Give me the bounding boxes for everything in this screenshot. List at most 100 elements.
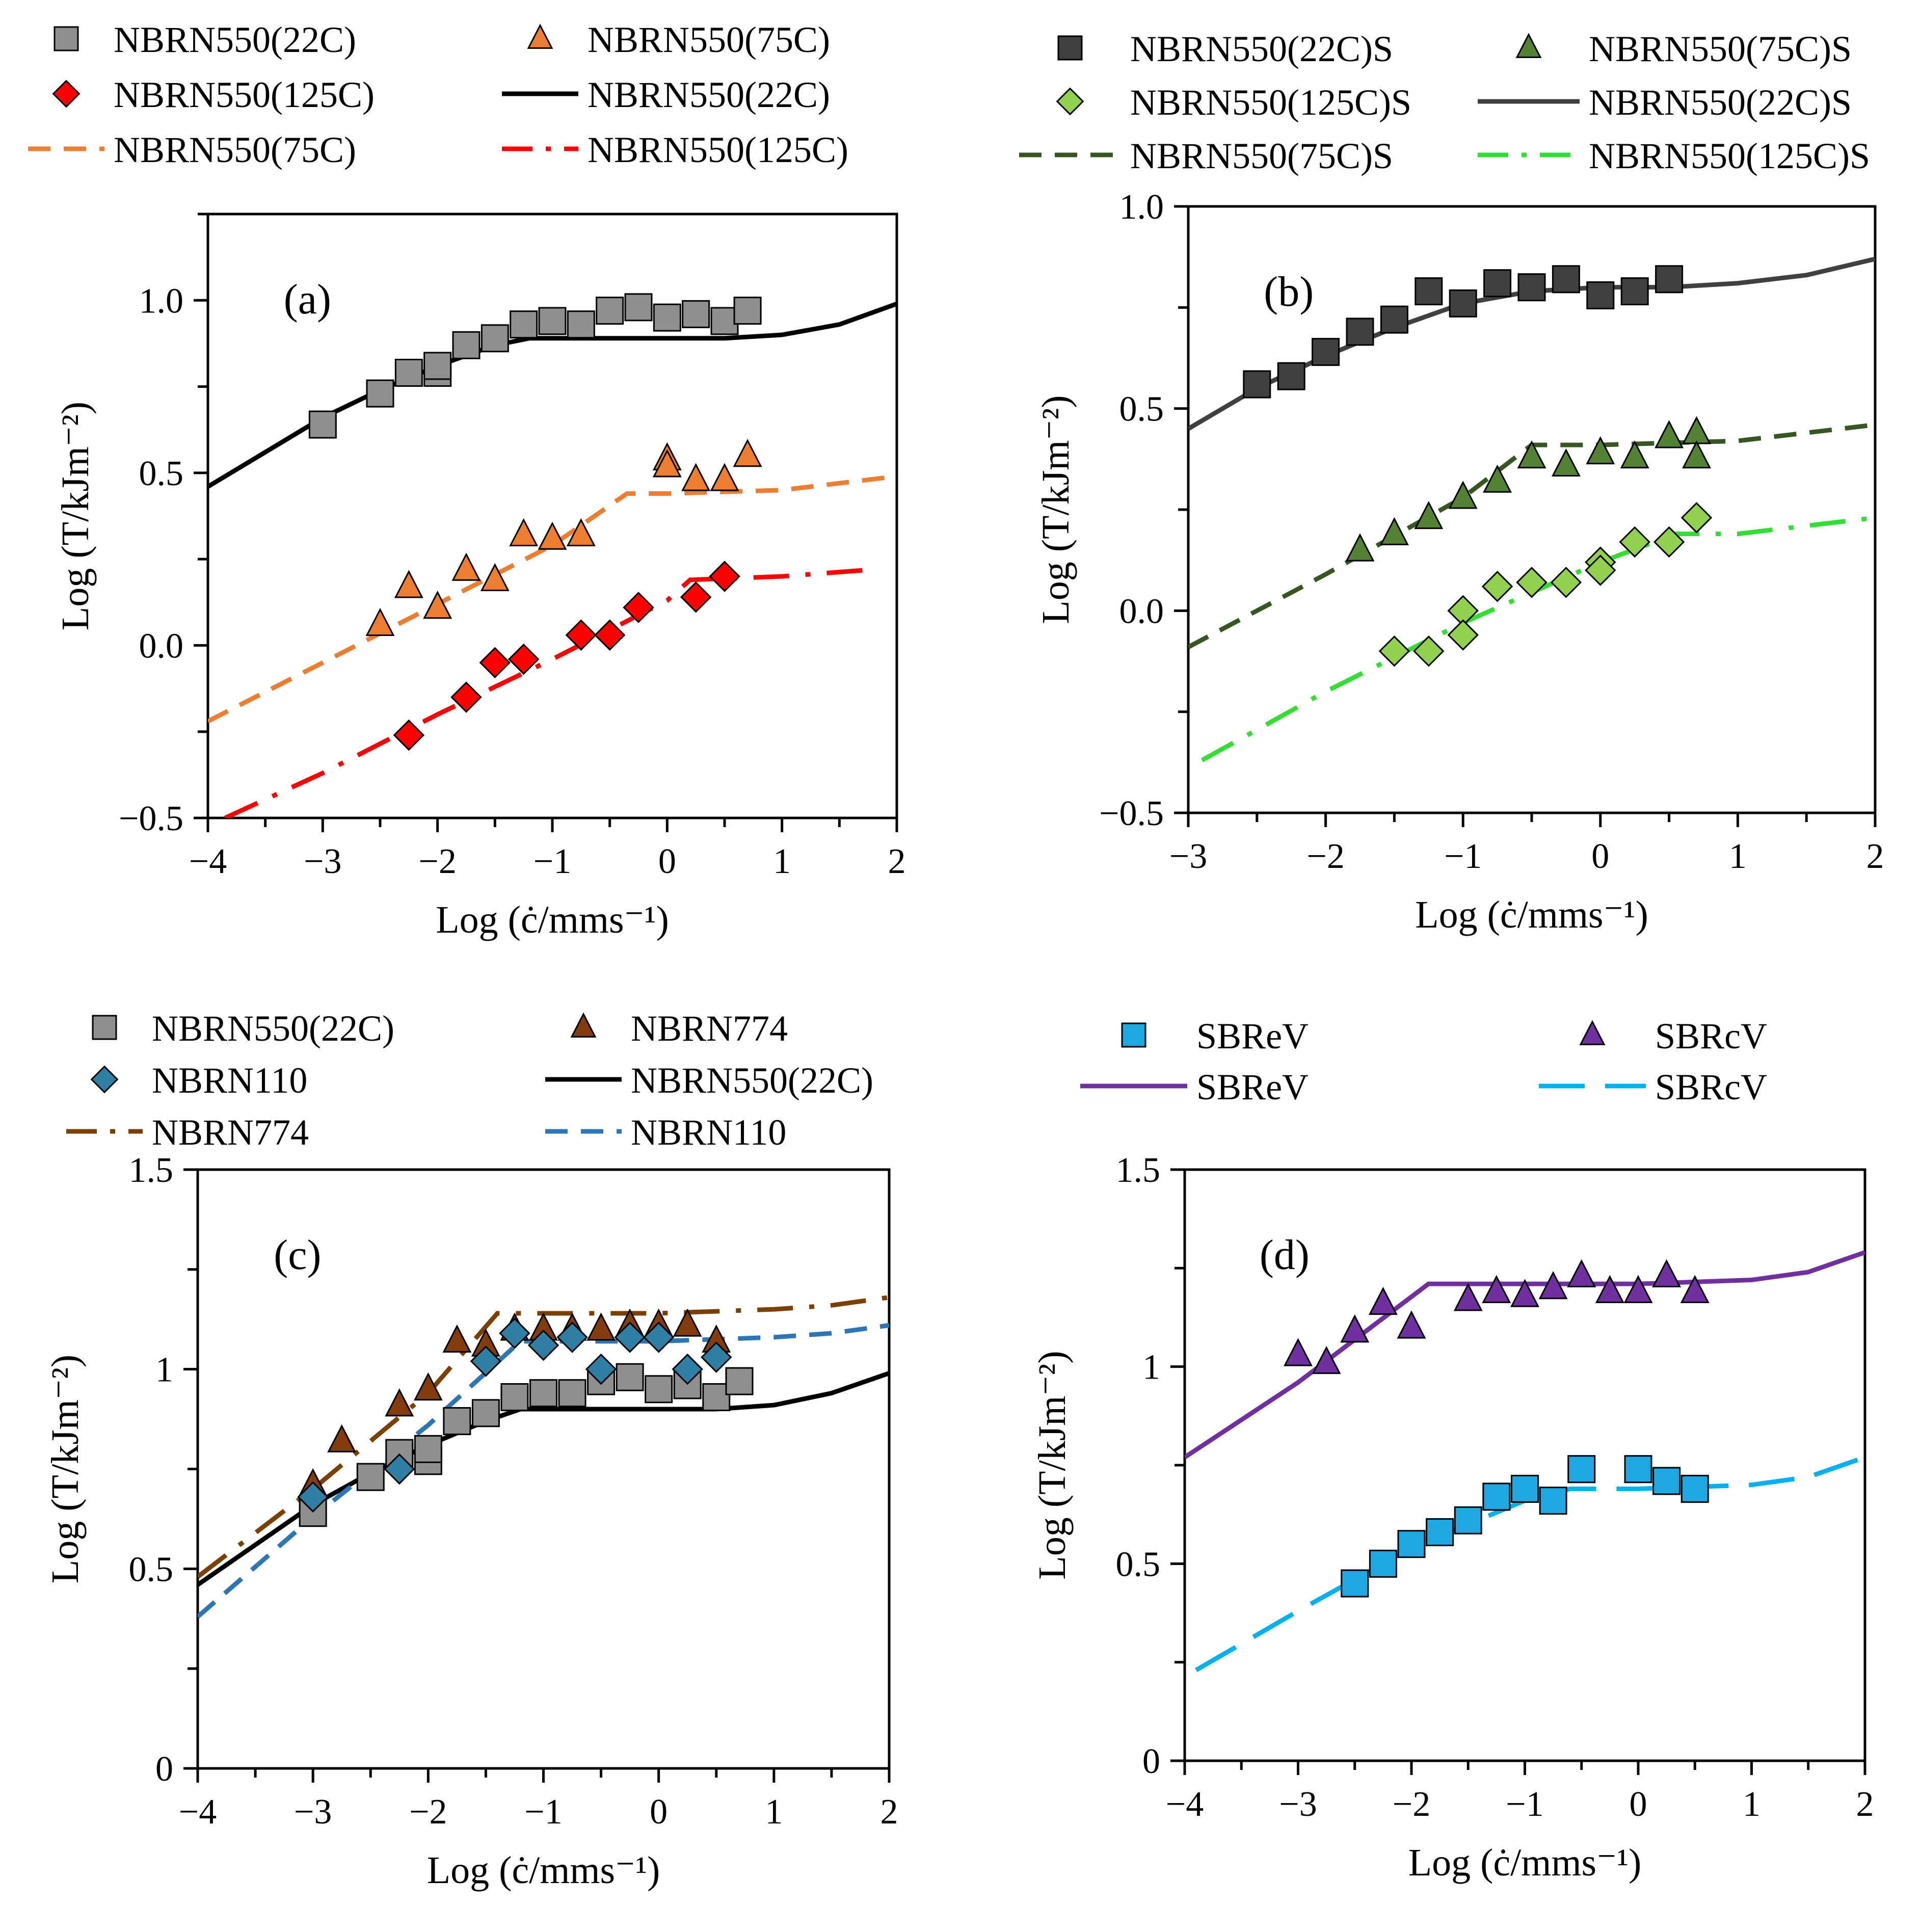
data-point-d-s1	[1454, 1506, 1482, 1534]
legend-marker	[92, 1015, 117, 1040]
data-point-a-s1	[567, 310, 595, 339]
x-tick-label: 2	[1866, 837, 1884, 876]
data-point-c-s3	[556, 1321, 588, 1353]
data-point-b-s1	[1620, 277, 1649, 306]
x-tick-label: −2	[1306, 837, 1344, 876]
y-axis-label: Log (T/kJm⁻²)	[1034, 395, 1077, 624]
data-point-c-s3	[297, 1481, 329, 1513]
x-tick-label: −3	[304, 842, 341, 881]
legend-item: NBRN550(75C)	[527, 19, 830, 60]
data-point-a-s3	[680, 581, 712, 613]
x-tick-label: 0	[1630, 1785, 1647, 1824]
data-point-b-s2	[1345, 533, 1375, 562]
data-point-c-s2	[413, 1372, 443, 1401]
panel-label: (c)	[274, 1231, 321, 1279]
x-tick-label: −4	[179, 1792, 217, 1832]
data-point-b-s3	[1516, 567, 1548, 598]
data-point-c-s3	[470, 1345, 502, 1377]
legend-item: NBRN550(22C)S	[1057, 29, 1393, 69]
y-axis-label: Log (T/kJm⁻²)	[1031, 1351, 1074, 1579]
data-point-a-s1	[682, 300, 710, 328]
y-tick-label: 1.0	[139, 281, 184, 321]
x-tick-label: −1	[533, 842, 571, 881]
legend-label: NBRN550(125C)	[588, 129, 848, 170]
legend-item: NBRN550(125C)S	[1056, 82, 1411, 123]
y-tick-label: 1	[155, 1351, 173, 1390]
panel-label: (a)	[284, 276, 331, 323]
y-tick-label: 1	[1142, 1348, 1160, 1387]
y-tick-label: 0.5	[1119, 390, 1164, 429]
data-point-d-s2	[1623, 1275, 1653, 1303]
data-point-a-s2	[710, 463, 739, 491]
data-point-d-s2	[1680, 1275, 1710, 1303]
data-point-b-s3	[1680, 502, 1713, 534]
y-tick-label: −0.5	[1099, 794, 1164, 833]
data-point-d-s2	[1312, 1346, 1341, 1374]
legend-item: NBRN550(75C)S	[1019, 136, 1393, 176]
data-point-b-s2	[1414, 500, 1444, 530]
data-point-b-s3	[1413, 635, 1445, 667]
panel-d: −4 −3 −2 −1 0 1 2 0 0.5 1 1.5 Log (ċ/mms⁻¹) Log (T/k…	[1031, 1016, 1874, 1884]
data-point-b-s2	[1620, 440, 1649, 469]
data-point-c-s2	[327, 1424, 357, 1452]
data-point-a-s2	[394, 570, 423, 598]
data-point-a-s2	[480, 563, 510, 592]
legend-label: NBRN550(75C)S	[1589, 29, 1852, 69]
data-point-c-s3	[499, 1317, 530, 1349]
legend-label: NBRN550(75C)	[588, 19, 830, 60]
y-tick-label: 0.5	[139, 454, 184, 493]
data-point-c-s1	[414, 1435, 442, 1463]
legend-label: NBRN110	[631, 1112, 786, 1153]
data-point-b-s1	[1483, 269, 1512, 298]
data-point-a-s3	[565, 619, 597, 651]
legend-label: SBRcV	[1655, 1016, 1767, 1056]
legend-label: NBRN550(22C)	[588, 74, 830, 115]
x-tick-label: −3	[1279, 1785, 1317, 1824]
data-point-b-s3	[1447, 619, 1479, 651]
data-point-d-s1	[1511, 1474, 1539, 1503]
panel-label: (b)	[1264, 268, 1314, 315]
data-point-d-s2	[1368, 1287, 1398, 1315]
x-tick-label: −3	[1169, 837, 1207, 876]
legend-label: NBRN774	[631, 1008, 788, 1049]
x-tick-label: 2	[888, 842, 906, 881]
x-tick-label: 2	[1856, 1785, 1874, 1824]
legend-item: NBRN550(22C)	[545, 1060, 873, 1101]
legend-label: NBRN550(22C)	[631, 1060, 873, 1101]
data-point-a-s1	[733, 297, 762, 325]
data-point-d-s2	[1652, 1259, 1682, 1288]
x-tick-label: 1	[1729, 837, 1747, 876]
data-point-d-s1	[1397, 1530, 1426, 1558]
y-tick-label: 0.5	[1116, 1545, 1161, 1584]
data-point-c-s1	[471, 1399, 500, 1427]
legend-marker	[90, 1065, 119, 1094]
data-point-d-s2	[1397, 1310, 1426, 1339]
data-point-b-s1	[1517, 273, 1546, 302]
data-point-b-s1	[1312, 338, 1340, 366]
x-tick-label: −2	[1393, 1785, 1430, 1824]
data-point-c-s1	[356, 1463, 385, 1491]
legend-item: NBRN550(22C)	[92, 1008, 394, 1049]
legend-label: NBRN550(22C)	[114, 19, 356, 60]
data-point-b-s2	[1379, 517, 1409, 545]
legend-label: NBRN550(125C)S	[1130, 82, 1411, 123]
panel-a: −4 −3 −2 −1 0 1 2 −0.5 0.0 0.5 1.0 Log (ċ/mms⁻¹) Log…	[28, 19, 906, 941]
series-line-a-l2	[208, 474, 897, 724]
legend-item: NBRN550(22C)	[54, 19, 356, 60]
data-point-a-s2	[365, 607, 395, 637]
data-point-a-s3	[594, 619, 626, 651]
data-point-b-s1	[1552, 265, 1580, 294]
data-point-b-s1	[1243, 370, 1271, 399]
x-tick-label: −1	[1444, 837, 1482, 876]
data-point-a-s1	[624, 293, 653, 322]
data-point-d-s1	[1567, 1455, 1596, 1484]
data-point-d-s2	[1340, 1314, 1370, 1343]
x-tick-label: 2	[881, 1792, 898, 1832]
legend-marker	[1579, 1020, 1606, 1045]
x-tick-label: 1	[1743, 1785, 1760, 1824]
data-point-c-s1	[500, 1383, 529, 1411]
data-point-a-s2	[681, 463, 711, 491]
data-point-a-s1	[596, 297, 624, 325]
data-point-a-s3	[450, 681, 482, 713]
x-tick-label: 0	[658, 842, 676, 881]
